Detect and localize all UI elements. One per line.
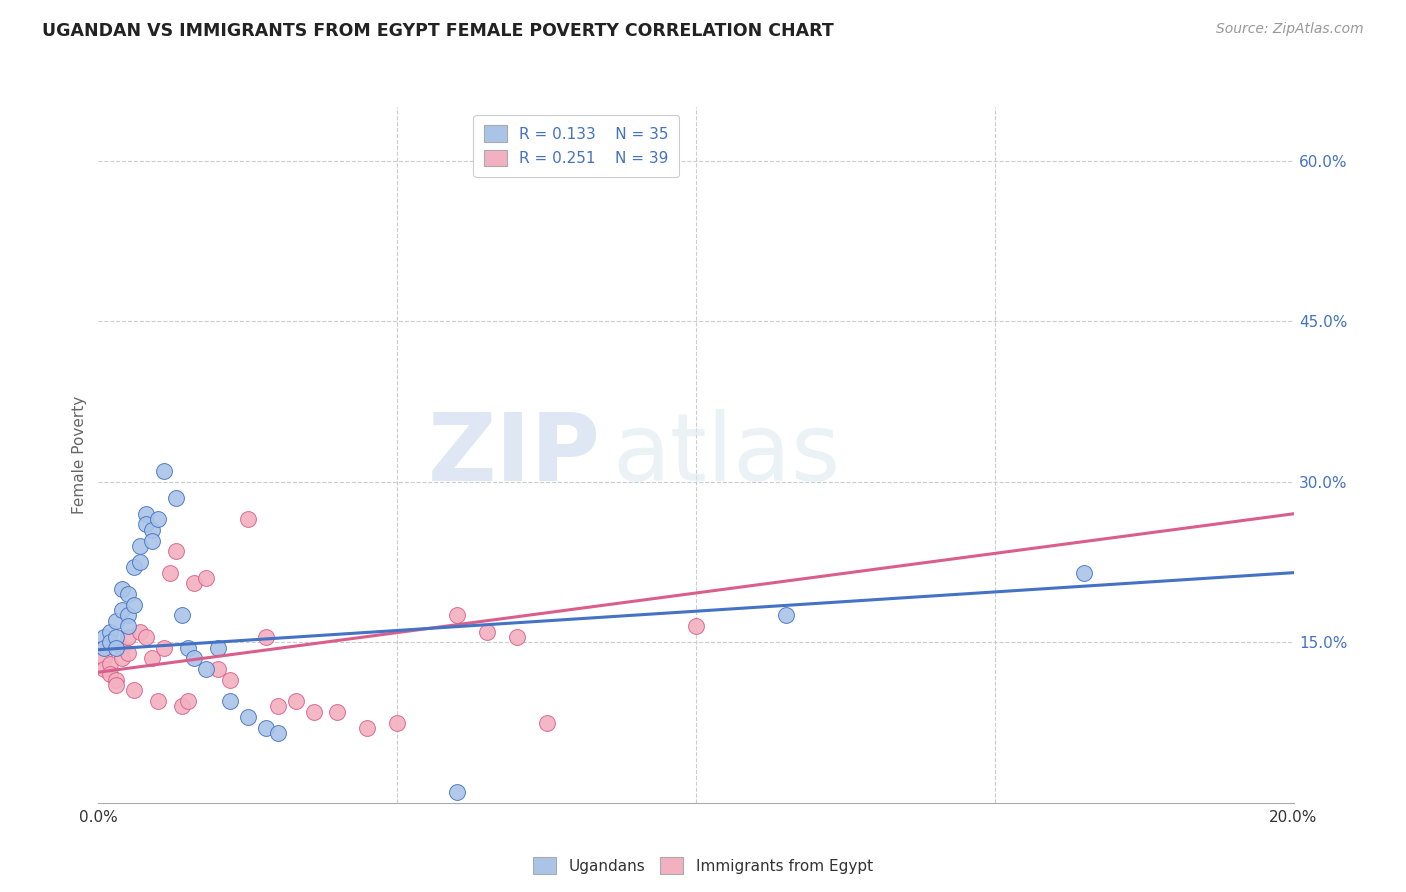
Point (124, 683, 146, 698)
Point (100, 657, 122, 671)
Point (117, 587, 139, 601)
Point (141, 523, 163, 537)
Point (195, 571, 218, 585)
Point (165, 491, 187, 505)
Point (141, 651, 163, 665)
Point (111, 603, 134, 617)
Point (129, 555, 152, 569)
Point (129, 539, 152, 553)
Point (100, 635, 122, 649)
Point (177, 694, 200, 708)
Point (153, 640, 176, 655)
Point (135, 630, 157, 644)
Point (105, 640, 128, 655)
Point (446, 608, 468, 623)
Point (100, 624, 122, 639)
Text: ZIP: ZIP (427, 409, 600, 501)
Point (105, 630, 128, 644)
Point (135, 517, 157, 532)
Point (117, 608, 139, 623)
Point (93, 640, 115, 655)
Point (219, 673, 242, 687)
Point (111, 640, 134, 655)
Point (475, 624, 498, 639)
Point (195, 662, 218, 676)
Point (105, 673, 128, 687)
Point (183, 651, 205, 665)
Point (302, 705, 325, 719)
Point (117, 630, 139, 644)
Text: atlas: atlas (613, 409, 841, 501)
Point (177, 640, 200, 655)
Text: Source: ZipAtlas.com: Source: ZipAtlas.com (1216, 22, 1364, 37)
Point (172, 699, 194, 714)
Point (254, 630, 277, 644)
Point (93, 651, 115, 665)
Point (236, 512, 259, 526)
Text: UGANDAN VS IMMIGRANTS FROM EGYPT FEMALE POVERTY CORRELATION CHART: UGANDAN VS IMMIGRANTS FROM EGYPT FEMALE … (42, 22, 834, 40)
Point (165, 544, 187, 558)
Point (124, 598, 146, 612)
Point (267, 726, 290, 740)
Point (93, 662, 115, 676)
Point (93, 630, 115, 644)
Point (207, 662, 229, 676)
Point (117, 619, 139, 633)
Point (385, 715, 409, 730)
Point (153, 464, 176, 478)
Point (129, 624, 152, 639)
Point (105, 678, 128, 692)
Point (111, 651, 134, 665)
Point (506, 630, 529, 644)
Point (267, 699, 290, 714)
Point (219, 694, 242, 708)
Point (236, 710, 259, 724)
Point (326, 705, 349, 719)
Point (207, 640, 229, 655)
Point (100, 667, 122, 681)
Point (135, 507, 157, 521)
Point (284, 694, 307, 708)
Point (105, 614, 128, 628)
Y-axis label: Female Poverty: Female Poverty (72, 396, 87, 514)
Point (536, 715, 558, 730)
Point (148, 512, 170, 526)
Point (1073, 566, 1095, 580)
Point (159, 566, 181, 580)
Point (172, 608, 194, 623)
Point (141, 533, 163, 548)
Legend: Ugandans, Immigrants from Egypt: Ugandans, Immigrants from Egypt (527, 851, 879, 880)
Point (685, 619, 707, 633)
Point (124, 560, 146, 574)
Legend: R = 0.133    N = 35, R = 0.251    N = 39: R = 0.133 N = 35, R = 0.251 N = 39 (474, 115, 679, 177)
Point (148, 694, 170, 708)
Point (117, 646, 139, 660)
Point (446, 785, 468, 799)
Point (775, 608, 797, 623)
Point (356, 721, 378, 735)
Point (183, 576, 205, 591)
Point (111, 582, 134, 596)
Point (254, 721, 277, 735)
Point (93, 640, 115, 655)
